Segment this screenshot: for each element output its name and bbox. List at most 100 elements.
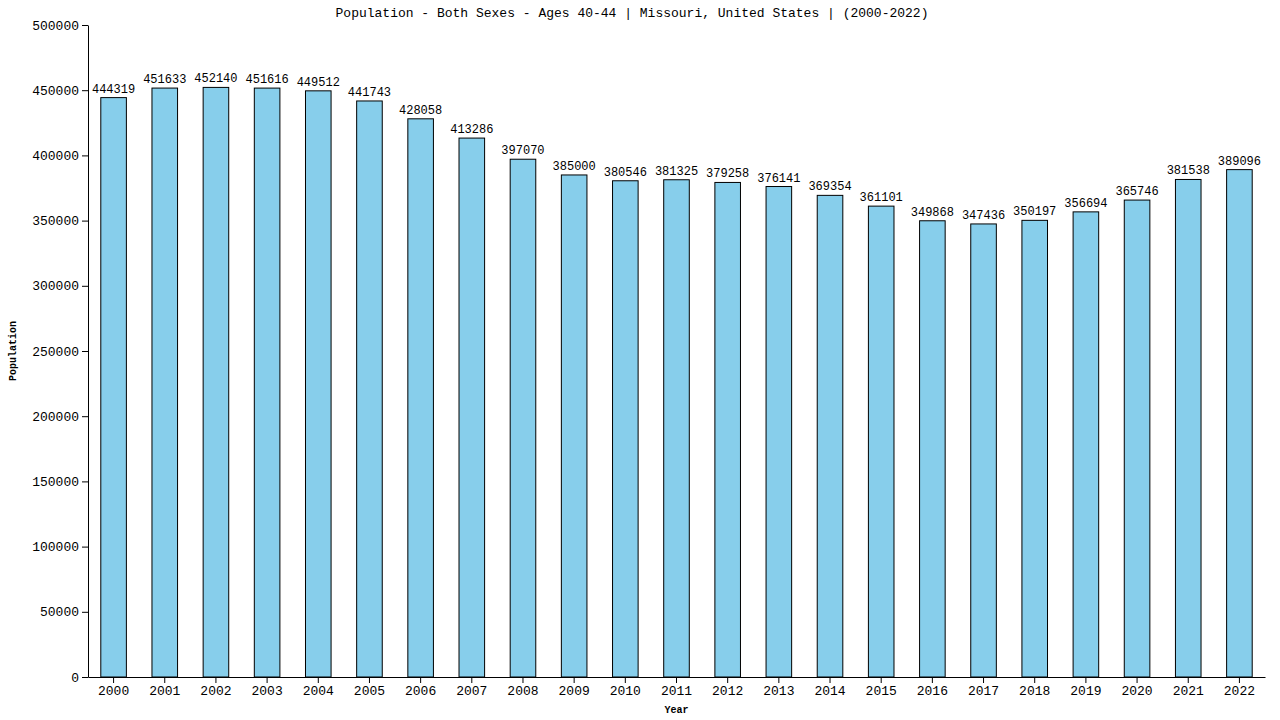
- bar: [1227, 170, 1253, 677]
- x-tick-mark: [1034, 677, 1035, 683]
- x-tick-mark: [1188, 677, 1189, 683]
- y-tick-label: 100000: [32, 540, 79, 555]
- x-tick: 2020: [1121, 677, 1152, 699]
- y-tick-mark: [82, 547, 88, 548]
- bar: [1175, 179, 1201, 677]
- x-tick-mark: [830, 677, 831, 683]
- x-tick-label: 2012: [712, 684, 743, 699]
- data-label: 449512: [297, 76, 340, 90]
- y-tick-label: 500000: [32, 19, 79, 34]
- bar: [1073, 212, 1099, 677]
- x-tick: 2013: [763, 677, 794, 699]
- bar: [459, 138, 485, 677]
- x-tick-mark: [625, 677, 626, 683]
- bar: [613, 181, 639, 677]
- data-label: 376141: [757, 172, 800, 186]
- x-tick: 2004: [303, 677, 334, 699]
- y-tick: 250000: [32, 345, 88, 360]
- y-tick-label: 450000: [32, 84, 79, 99]
- x-tick: 2022: [1224, 677, 1255, 699]
- y-tick-mark: [82, 90, 88, 91]
- bar: [357, 101, 383, 677]
- y-tick-mark: [82, 481, 88, 482]
- y-tick: 350000: [32, 214, 88, 229]
- data-label: 381538: [1167, 164, 1210, 178]
- y-tick: 100000: [32, 540, 88, 555]
- x-tick: 2009: [559, 677, 590, 699]
- y-tick: 450000: [32, 84, 88, 99]
- bar: [305, 91, 331, 677]
- x-tick: 2005: [354, 677, 385, 699]
- x-tick-label: 2015: [866, 684, 897, 699]
- x-tick-mark: [164, 677, 165, 683]
- bar: [715, 182, 741, 677]
- y-tick: 0: [71, 671, 88, 686]
- x-tick-label: 2002: [200, 684, 231, 699]
- x-tick-label: 2007: [456, 684, 487, 699]
- x-tick-mark: [574, 677, 575, 683]
- y-tick-label: 350000: [32, 214, 79, 229]
- y-tick-mark: [82, 612, 88, 613]
- x-tick-mark: [727, 677, 728, 683]
- bar: [152, 88, 178, 677]
- data-label: 369354: [808, 180, 851, 194]
- y-tick-label: 250000: [32, 345, 79, 360]
- x-tick-label: 2013: [763, 684, 794, 699]
- data-label: 381325: [655, 165, 698, 179]
- x-tick-label: 2000: [98, 684, 129, 699]
- data-label: 361101: [860, 191, 903, 205]
- y-tick-label: 150000: [32, 475, 79, 490]
- data-label: 389096: [1218, 155, 1261, 169]
- y-tick: 200000: [32, 410, 88, 425]
- data-label: 444319: [92, 83, 135, 97]
- data-label: 428058: [399, 104, 442, 118]
- data-label: 365746: [1115, 185, 1158, 199]
- x-tick-mark: [369, 677, 370, 683]
- data-label: 380546: [604, 166, 647, 180]
- x-tick-mark: [1085, 677, 1086, 683]
- x-axis-title: Year: [664, 705, 688, 716]
- y-axis: 0 50000 100000 150000 200000 250000 300000 3500…: [32, 19, 88, 686]
- data-label: 397070: [501, 144, 544, 158]
- data-label: 356694: [1064, 197, 1107, 211]
- title: Population - Both Sexes - Ages 40-44 | M…: [336, 6, 929, 21]
- x-tick: 2008: [507, 677, 538, 699]
- x-tick: 2019: [1070, 677, 1101, 699]
- x-tick-label: 2011: [661, 684, 692, 699]
- y-tick-mark: [82, 286, 88, 287]
- bar: [561, 175, 587, 677]
- x-tick: 2002: [200, 677, 231, 699]
- x-tick: 2015: [866, 677, 897, 699]
- y-axis-line: [88, 26, 89, 678]
- data-label: 349868: [911, 206, 954, 220]
- data-label: 350197: [1013, 205, 1056, 219]
- x-tick: 2014: [814, 677, 845, 699]
- x-tick-mark: [1239, 677, 1240, 683]
- x-tick-mark: [881, 677, 882, 683]
- bar: [766, 187, 792, 677]
- x-tick-mark: [113, 677, 114, 683]
- bar: [254, 88, 280, 677]
- x-tick-label: 2018: [1019, 684, 1050, 699]
- x-tick: 2016: [917, 677, 948, 699]
- x-tick: 2010: [610, 677, 641, 699]
- x-tick-mark: [983, 677, 984, 683]
- y-tick-mark: [82, 416, 88, 417]
- x-tick-label: 2008: [507, 684, 538, 699]
- x-tick: 2000: [98, 677, 129, 699]
- x-tick-label: 2003: [251, 684, 282, 699]
- x-tick-mark: [318, 677, 319, 683]
- y-tick: 50000: [40, 605, 88, 620]
- x-tick-mark: [1137, 677, 1138, 683]
- x-tick: 2017: [968, 677, 999, 699]
- y-tick-mark: [82, 351, 88, 352]
- y-tick-mark: [82, 155, 88, 156]
- y-tick-mark: [82, 221, 88, 222]
- x-tick: 2021: [1173, 677, 1204, 699]
- x-tick-label: 2022: [1224, 684, 1255, 699]
- x-tick: 2001: [149, 677, 180, 699]
- x-tick-label: 2014: [814, 684, 845, 699]
- bar: [664, 180, 690, 677]
- y-tick: 300000: [32, 279, 88, 294]
- x-tick-mark: [932, 677, 933, 683]
